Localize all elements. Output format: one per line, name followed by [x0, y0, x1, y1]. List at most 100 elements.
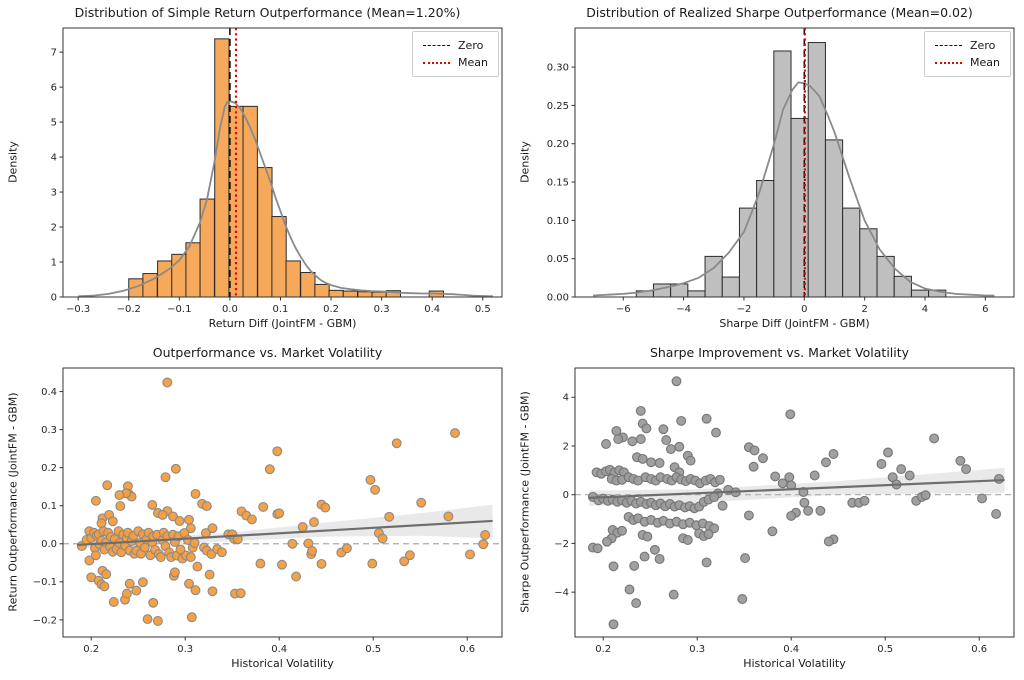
- axes-frame: [62, 27, 503, 298]
- chart-title: Distribution of Simple Return Outperform…: [74, 5, 461, 20]
- svg-text:0.3: 0.3: [41, 425, 57, 436]
- svg-text:7: 7: [51, 48, 57, 59]
- svg-text:4: 4: [51, 152, 57, 163]
- svg-text:0.4: 0.4: [271, 644, 287, 655]
- svg-text:6: 6: [51, 83, 57, 94]
- chart-sharpe-histogram: −6 −4 −2 0 2 4 6 0.00 0.05 0.10 0.15 0.20 0.25 0.30 D…: [512, 0, 1024, 340]
- svg-text:2: 2: [563, 441, 569, 452]
- svg-text:5: 5: [51, 117, 57, 128]
- chart-title: Sharpe Improvement vs. Market Volatility: [649, 345, 910, 360]
- svg-text:−6: −6: [616, 304, 631, 315]
- chart-return-histogram: −0.3 −0.2 −0.1 0.0 0.1 0.2 0.3 0.4 0.5 0 1 2 3 4 5 6 7 D…: [0, 0, 512, 340]
- axes-frame: [574, 367, 1015, 638]
- svg-text:4: 4: [922, 304, 928, 315]
- svg-text:0.2: 0.2: [595, 644, 611, 655]
- regression-line: [77, 519, 493, 547]
- y-axis-label: Return Outperformance (JointFM - GBM): [6, 392, 20, 612]
- svg-text:0.6: 0.6: [459, 644, 475, 655]
- return-histogram-plot: −0.3 −0.2 −0.1 0.0 0.1 0.2 0.3 0.4 0.5 0 1 2 3 4 5 6 7: [51, 27, 503, 315]
- svg-text:0.5: 0.5: [365, 644, 381, 655]
- dashed-line-icon: [935, 45, 963, 46]
- legend-item-mean: Mean: [423, 54, 488, 71]
- dotted-line-icon: [423, 61, 451, 64]
- svg-text:−2: −2: [554, 539, 569, 550]
- svg-text:0.0: 0.0: [222, 304, 238, 315]
- scatter-points: [587, 376, 1004, 630]
- histogram-bars: [128, 38, 444, 298]
- legend-box: Zero Mean: [924, 31, 1011, 77]
- svg-text:0.3: 0.3: [374, 304, 390, 315]
- svg-text:0.3: 0.3: [177, 644, 193, 655]
- x-axis-label: Historical Volatility: [743, 657, 846, 670]
- svg-text:−2: −2: [737, 304, 752, 315]
- svg-text:−0.3: −0.3: [66, 304, 90, 315]
- chart-sharpe-vs-volatility: 0.2 0.3 0.4 0.5 0.6 −4 −2 0 2 4 Sharpe Improvemen…: [512, 340, 1024, 680]
- chart-return-vs-volatility: 0.2 0.3 0.4 0.5 0.6 −0.2 −0.1 0.0 0.1 0.2 0.3 0.4 O…: [0, 340, 512, 680]
- svg-text:0: 0: [51, 292, 57, 303]
- svg-text:0.5: 0.5: [877, 644, 893, 655]
- svg-text:0.15: 0.15: [547, 177, 569, 188]
- svg-text:0.2: 0.2: [41, 463, 57, 474]
- svg-text:0.4: 0.4: [783, 644, 799, 655]
- svg-text:3: 3: [51, 187, 57, 198]
- svg-text:2: 2: [861, 304, 867, 315]
- svg-text:0: 0: [801, 304, 807, 315]
- return-scatter-plot: 0.2 0.3 0.4 0.5 0.6 −0.2 −0.1 0.0 0.1 0.2 0.3 0.4: [33, 367, 503, 655]
- legend-item-zero: Zero: [935, 37, 1000, 54]
- svg-text:0.1: 0.1: [41, 501, 57, 512]
- svg-text:4: 4: [563, 393, 569, 404]
- svg-text:−0.1: −0.1: [167, 304, 191, 315]
- svg-text:0.6: 0.6: [971, 644, 987, 655]
- svg-text:−0.1: −0.1: [33, 577, 57, 588]
- x-axis-label: Sharpe Diff (JointFM - GBM): [719, 317, 870, 330]
- axis-ticks: 0.2 0.3 0.4 0.5 0.6 −4 −2 0 2 4: [554, 393, 987, 655]
- axes-frame: [62, 367, 503, 638]
- legend-item-mean: Mean: [935, 54, 1000, 71]
- axis-ticks: −6 −4 −2 0 2 4 6 0.00 0.05 0.10 0.15 0.20 0.25 0.30: [547, 62, 989, 315]
- svg-text:0.2: 0.2: [83, 644, 99, 655]
- sharpe-scatter-plot: 0.2 0.3 0.4 0.5 0.6 −4 −2 0 2 4: [554, 367, 1015, 655]
- svg-text:0.10: 0.10: [547, 216, 569, 227]
- regression-line: [589, 478, 1005, 499]
- legend-label: Zero: [970, 39, 996, 52]
- svg-text:0.0: 0.0: [41, 539, 57, 550]
- y-axis-label: Sharpe Outperformance (JointFM - GBM): [518, 391, 532, 613]
- x-axis-label: Return Diff (JointFM - GBM): [208, 317, 357, 330]
- confidence-band: [589, 467, 1005, 506]
- dotted-line-icon: [935, 61, 963, 64]
- svg-text:0.00: 0.00: [547, 292, 569, 303]
- svg-text:0.5: 0.5: [475, 304, 491, 315]
- svg-text:−0.2: −0.2: [117, 304, 141, 315]
- svg-text:0.05: 0.05: [547, 254, 569, 265]
- svg-text:0.2: 0.2: [323, 304, 339, 315]
- svg-text:−4: −4: [676, 304, 691, 315]
- svg-text:0.3: 0.3: [689, 644, 705, 655]
- chart-title: Outperformance vs. Market Volatility: [152, 345, 383, 360]
- svg-text:2: 2: [51, 222, 57, 233]
- axis-ticks: 0.2 0.3 0.4 0.5 0.6 −0.2 −0.1 0.0 0.1 0.2 0.3 0.4: [33, 387, 475, 655]
- legend-item-zero: Zero: [423, 37, 488, 54]
- legend-label: Mean: [458, 56, 488, 69]
- svg-text:0.25: 0.25: [547, 101, 569, 112]
- svg-text:0.4: 0.4: [41, 387, 57, 398]
- legend-box: Zero Mean: [412, 31, 499, 77]
- axes-frame: [574, 27, 1015, 298]
- svg-text:−0.2: −0.2: [33, 615, 57, 626]
- axis-ticks: −0.3 −0.2 −0.1 0.0 0.1 0.2 0.3 0.4 0.5 0 1 2 3 4 5 6 7: [51, 48, 491, 315]
- kde-curve: [593, 81, 995, 297]
- svg-text:−4: −4: [554, 588, 569, 599]
- kde-curve: [78, 100, 493, 298]
- scatter-points: [76, 377, 491, 626]
- y-axis-label: Density: [518, 141, 532, 183]
- svg-text:1: 1: [51, 257, 57, 268]
- legend-label: Zero: [458, 39, 484, 52]
- svg-text:0.30: 0.30: [547, 62, 569, 73]
- y-axis-label: Density: [6, 141, 20, 183]
- svg-text:0.4: 0.4: [424, 304, 440, 315]
- dashed-line-icon: [423, 45, 451, 46]
- histogram-bars: [635, 42, 947, 298]
- svg-text:0.20: 0.20: [547, 139, 569, 150]
- chart-title: Distribution of Realized Sharpe Outperfo…: [586, 5, 973, 20]
- sharpe-histogram-plot: −6 −4 −2 0 2 4 6 0.00 0.05 0.10 0.15 0.20 0.25 0.30: [547, 27, 1015, 315]
- svg-text:0.1: 0.1: [273, 304, 289, 315]
